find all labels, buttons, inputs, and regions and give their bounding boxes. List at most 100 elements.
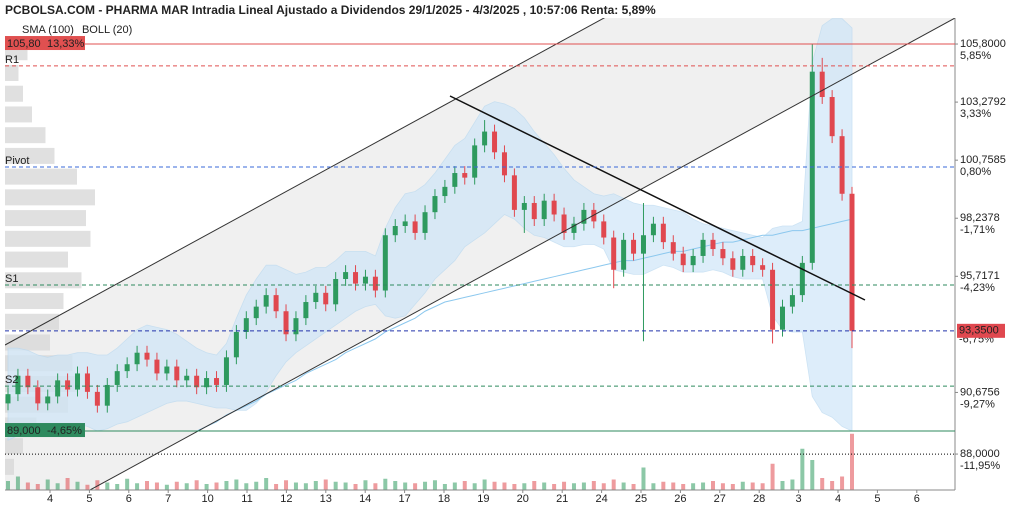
- volume-bar: [135, 483, 140, 490]
- x-tick-label: 4: [835, 493, 841, 505]
- volume-bar: [323, 479, 328, 490]
- candle-body: [84, 373, 90, 392]
- candle-body: [829, 97, 835, 137]
- volume-bar: [502, 482, 507, 490]
- x-tick-label: 19: [477, 493, 489, 505]
- volume-profile-bar: [5, 127, 46, 144]
- level-name: Pivot: [5, 155, 29, 167]
- candle-body: [591, 209, 597, 222]
- volume-bar: [95, 480, 100, 490]
- candle-body: [412, 221, 418, 233]
- candle-body: [144, 352, 150, 360]
- volume-bar: [532, 481, 537, 490]
- candle-body: [720, 249, 726, 259]
- volume-bar: [740, 481, 745, 490]
- candle-body: [65, 380, 71, 390]
- candle-body: [392, 226, 398, 236]
- volume-bar: [671, 482, 676, 490]
- candle-body: [452, 173, 458, 187]
- y-tick-pct: -1,71%: [960, 224, 995, 236]
- x-tick-label: 4: [47, 493, 53, 505]
- candle-body: [114, 371, 120, 385]
- volume-bar: [254, 481, 259, 490]
- volume-bar: [512, 484, 517, 490]
- x-tick-label: 27: [714, 493, 726, 505]
- candle-body: [15, 375, 21, 395]
- channel-lower: [89, 18, 955, 490]
- candle-body: [541, 200, 547, 220]
- volume-bar: [244, 483, 249, 490]
- volume-profile-bar: [5, 313, 59, 330]
- y-tick-label: 98,2378: [960, 212, 1000, 224]
- volume-bar: [691, 483, 696, 490]
- candle-body: [293, 318, 299, 335]
- volume-bar: [810, 460, 815, 490]
- volume-bar: [661, 481, 666, 490]
- candle-body: [263, 295, 269, 307]
- candle-body: [45, 396, 51, 404]
- volume-bar: [432, 480, 437, 490]
- x-tick-label: 5: [86, 493, 92, 505]
- candle-body: [343, 272, 349, 279]
- x-tick-label: 6: [914, 493, 920, 505]
- volume-bar: [6, 481, 10, 490]
- candle-body: [134, 352, 140, 365]
- volume-bar: [790, 479, 795, 490]
- candle-body: [333, 278, 339, 305]
- candle-body: [104, 384, 110, 406]
- volume-bar: [830, 481, 835, 490]
- candle-body: [55, 380, 61, 397]
- x-tick-label: 11: [241, 493, 252, 505]
- volume-bar: [353, 484, 358, 490]
- candle-body: [124, 364, 130, 372]
- volume-bar: [35, 484, 40, 490]
- volume-bar: [164, 484, 169, 490]
- candle-body: [521, 202, 527, 210]
- volume-bar: [293, 482, 298, 490]
- volume-bar: [383, 478, 388, 490]
- candle-body: [184, 375, 190, 381]
- candle-body: [611, 237, 617, 270]
- x-tick-label: 24: [595, 493, 607, 505]
- level-box: [5, 36, 85, 51]
- volume-bar: [730, 484, 735, 490]
- volume-bar: [313, 481, 318, 490]
- volume-bar: [343, 482, 348, 490]
- level-right-label: 93,3500: [959, 325, 999, 337]
- volume-profile-bar: [5, 230, 91, 247]
- volume-bar: [631, 484, 636, 490]
- trend-line: [449, 95, 866, 301]
- candle-body: [551, 200, 557, 215]
- x-tick-label: 21: [556, 493, 568, 505]
- volume-bar: [601, 483, 606, 490]
- volume-bar: [452, 482, 457, 490]
- plot-under: [5, 18, 955, 490]
- volume-bar: [760, 483, 765, 490]
- volume-bar: [204, 484, 209, 490]
- candle-body: [750, 255, 756, 266]
- volume-bar: [45, 479, 50, 490]
- candle-body: [432, 196, 438, 213]
- volume-profile-bar: [5, 147, 55, 164]
- volume-bar: [413, 483, 418, 490]
- volume-bar: [75, 481, 80, 490]
- candle-body: [303, 302, 309, 319]
- volume-profile-bar: [5, 251, 68, 268]
- candle-body: [402, 221, 408, 227]
- candle-body: [482, 131, 488, 146]
- drawings: [5, 18, 955, 490]
- volume-bar: [710, 481, 715, 490]
- level-right-box: [957, 323, 1005, 338]
- candle-body: [571, 223, 577, 233]
- volume-bar: [522, 483, 527, 490]
- volume-bar: [154, 482, 159, 490]
- candle-body: [422, 212, 428, 233]
- y-tick-pct: -11,95%: [960, 460, 1000, 472]
- x-tick-label: 18: [438, 493, 450, 505]
- x-tick-label: 26: [674, 493, 686, 505]
- candle-body: [700, 239, 706, 256]
- candle-body: [462, 173, 468, 178]
- volume-bar: [214, 482, 219, 490]
- y-tick-label: 105,8000: [960, 38, 1006, 50]
